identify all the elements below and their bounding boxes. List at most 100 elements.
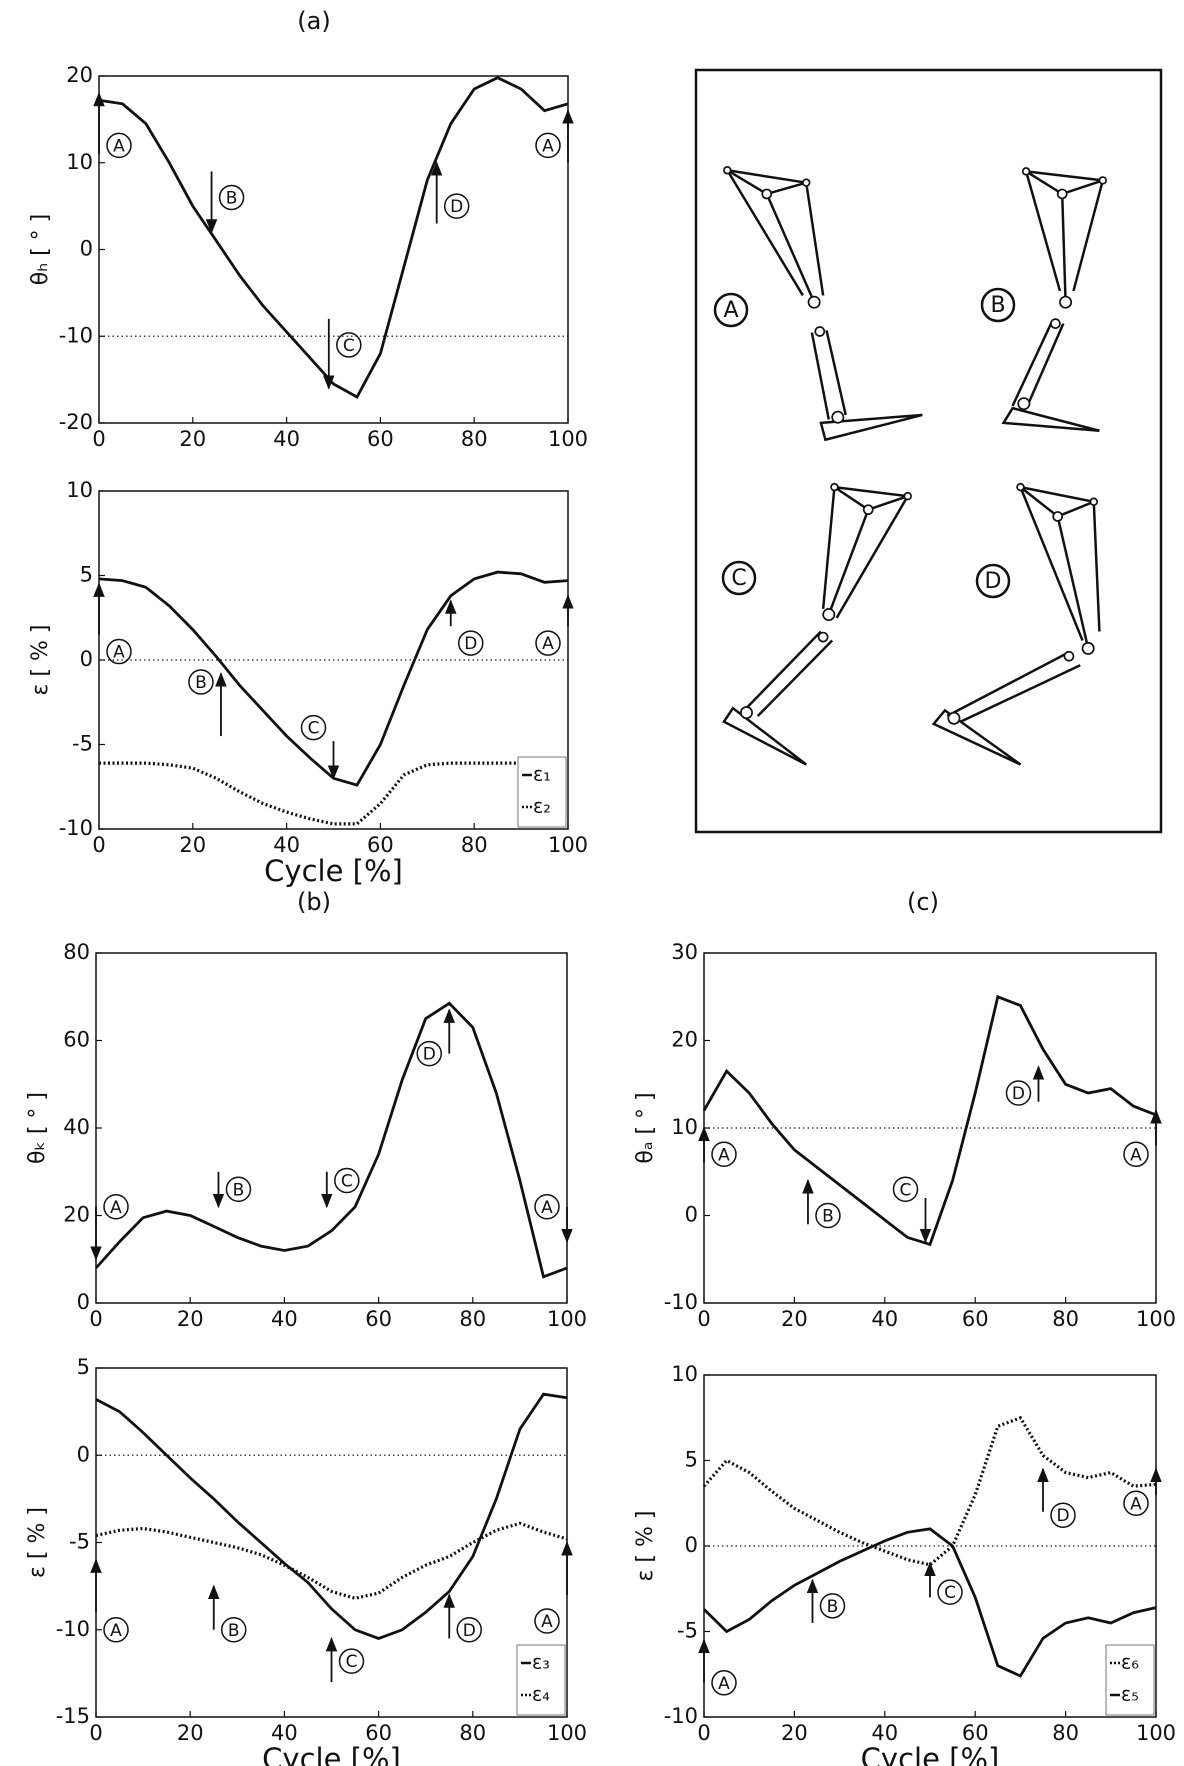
x-axis-label: Cycle [%]	[264, 854, 403, 888]
panel-title: (a)	[297, 7, 330, 35]
panel-title: (c)	[907, 888, 939, 916]
series-line	[702, 1415, 1157, 1567]
x-tick-label: 80	[459, 1721, 486, 1745]
y-tick-label: 20	[66, 63, 93, 87]
annotation-circle	[819, 1593, 846, 1619]
legend-label: ε₄	[532, 1684, 550, 1706]
annotation-circle	[711, 1670, 737, 1696]
x-tick-label: 0	[89, 1307, 102, 1331]
x-tick-label: 40	[273, 833, 300, 857]
y-tick-label: 0	[80, 647, 93, 671]
y-tick-label: -10	[59, 816, 93, 840]
x-tick-label: 0	[697, 1721, 710, 1745]
y-tick-label: 60	[63, 1028, 90, 1052]
x-tick-label: 40	[871, 1307, 898, 1331]
annotation-label: C	[343, 336, 355, 356]
x-tick-label: 0	[92, 833, 105, 857]
x-tick-label: 100	[547, 1307, 587, 1331]
annotation-label: D	[464, 634, 477, 654]
annotation-circle	[535, 132, 561, 159]
plot-frame	[98, 75, 569, 424]
annotation-label: C	[900, 1180, 912, 1200]
annotation-label: C	[346, 1652, 358, 1672]
x-tick-label: 60	[367, 833, 394, 857]
annotation-label: A	[110, 1198, 122, 1218]
annotation-label: D	[1012, 1084, 1025, 1104]
diagram-labels: A B C D	[713, 287, 1016, 599]
y-tick-label: 5	[80, 563, 93, 587]
x-tick-label: 100	[547, 1721, 587, 1745]
annotation-circle	[1050, 1502, 1076, 1528]
legend-box	[516, 1644, 566, 1716]
series-line	[95, 1521, 568, 1600]
x-tick-label: 20	[177, 1307, 204, 1331]
annotation-label: A	[113, 643, 125, 663]
y-tick-label: -10	[59, 323, 93, 347]
x-tick-label: 20	[781, 1721, 808, 1745]
x-tick-label: 40	[271, 1721, 298, 1745]
panel-title: (b)	[297, 888, 331, 916]
legend-box	[1105, 1644, 1155, 1716]
annotation-circle	[221, 1617, 247, 1643]
y-tick-label: 0	[80, 237, 93, 261]
diagram-label: D	[985, 569, 1002, 594]
annotation-circle	[103, 1617, 129, 1643]
x-tick-label: 20	[781, 1307, 808, 1331]
x-tick-label: 80	[459, 1307, 486, 1331]
y-axis-label: ε [ % ]	[633, 1511, 658, 1582]
annotation-label: A	[718, 1145, 730, 1165]
x-tick-label: 60	[367, 427, 394, 451]
annotation-circle	[937, 1579, 963, 1605]
y-tick-label: -10	[664, 1290, 698, 1314]
x-tick-label: 40	[273, 427, 300, 451]
annotation-circle	[443, 193, 470, 219]
annotation-circle	[1123, 1141, 1149, 1167]
annotation-label: A	[542, 136, 554, 156]
leg-diagrams	[722, 166, 1108, 766]
annotation-label: C	[341, 1172, 353, 1192]
x-tick-label: 0	[92, 427, 105, 451]
y-tick-label: 20	[63, 1203, 90, 1227]
legend-box	[517, 756, 567, 828]
annotation-label: B	[228, 1621, 240, 1641]
x-tick-label: 40	[871, 1721, 898, 1745]
y-axis-label: θₐ [ ° ]	[633, 1092, 658, 1163]
x-tick-label: 100	[548, 833, 588, 857]
y-tick-label: 10	[671, 1115, 698, 1139]
diagram-label: B	[990, 293, 1005, 318]
annotation-circle	[103, 1194, 129, 1220]
x-axis-label: Cycle [%]	[861, 1742, 1000, 1766]
annotation-label: D	[463, 1621, 476, 1641]
annotation-label: D	[450, 197, 463, 217]
y-tick-label: -5	[677, 1619, 698, 1643]
annotation-label: C	[308, 719, 320, 739]
legend-label: ε₃	[532, 1652, 550, 1674]
annotation-circle	[188, 669, 214, 695]
annotation-circle	[336, 332, 362, 358]
series-line	[703, 1527, 1157, 1678]
annotation-label: B	[827, 1597, 839, 1617]
annotation-circle	[225, 1176, 252, 1202]
x-tick-label: 20	[177, 1721, 204, 1745]
annotation-circle	[106, 638, 132, 665]
x-tick-label: 80	[461, 833, 488, 857]
y-tick-label: 10	[671, 1362, 698, 1386]
annotation-circle	[711, 1141, 737, 1167]
x-tick-label: 100	[548, 427, 588, 451]
y-tick-label: 0	[77, 1290, 90, 1314]
annotation-label: A	[542, 634, 554, 654]
x-tick-label: 20	[179, 833, 206, 857]
annotation-circle	[416, 1040, 442, 1067]
y-axis-label: θₕ [ ° ]	[28, 214, 53, 286]
x-tick-label: 60	[962, 1721, 989, 1745]
annotation-circle	[218, 184, 245, 211]
annotation-circle	[456, 1617, 482, 1643]
annotation-circle	[458, 630, 484, 656]
y-tick-label: -5	[72, 732, 93, 756]
y-tick-label: 0	[685, 1533, 698, 1557]
y-tick-label: 5	[685, 1448, 698, 1472]
y-tick-label: -10	[56, 1617, 90, 1641]
x-tick-label: 40	[271, 1307, 298, 1331]
y-tick-label: 10	[66, 150, 93, 174]
